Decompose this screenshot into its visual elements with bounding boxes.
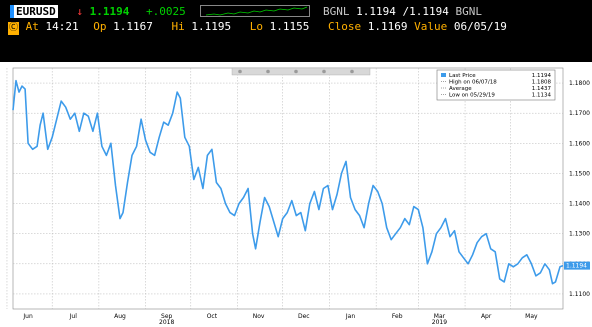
legend-value: 1.1194 [532,73,552,79]
edit-icon [294,69,298,74]
y-tick-label: 1.1700 [569,110,590,117]
price-chart[interactable]: 1.18001.17001.16001.15001.14001.13001.12… [0,62,592,327]
series-line-last-price [12,79,564,285]
quote-row-1: EURUSD ↓ 1.1194 +.0025 BGNL 1.1194 /1.11… [0,5,482,18]
last-price-tag [564,261,590,270]
last-price-tag-label: 1.1194 [566,263,587,270]
legend-value: 1.1134 [532,93,552,99]
chart-toolbar [231,67,371,76]
quote-header: EURUSD ↓ 1.1194 +.0025 BGNL 1.1194 /1.11… [0,0,592,62]
quote-source-2: BGNL [455,5,482,18]
high-value: 1.1195 [191,20,232,33]
x-tick-label: May [525,313,538,320]
high-label: Hi [171,20,185,33]
low-value: 1.1155 [269,20,310,33]
legend-label: Last Price [449,73,476,79]
x-tick-label: Aug [114,313,126,320]
x-tick-label: Nov [253,313,265,320]
y-tick-label: 1.1800 [569,80,590,87]
intraday-sparkline [200,5,311,17]
ticker-accent-bar [10,5,14,18]
x-tick-label: Jan [345,313,355,320]
y-tick-label: 1.1500 [569,170,590,177]
command-icon[interactable]: Ⓒ [8,22,20,35]
open-label: Op [93,20,107,33]
ticker-symbol[interactable]: EURUSD [14,5,58,18]
down-arrow-icon: ↓ [76,5,83,18]
value-date: 06/05/19 [453,20,507,33]
low-label: Lo [249,20,264,33]
x-year-label: 2019 [432,319,447,326]
at-time: 14:21 [45,20,79,33]
x-year-label: 2018 [159,319,174,326]
x-tick-label: Mar [434,313,446,320]
legend-value: 1.1437 [532,86,552,92]
close-label: Close [328,20,362,33]
quote-row-2: Ⓒ At 14:21 Op 1.1167 Hi 1.1195 Lo 1.1155… [0,20,507,35]
at-label: At [25,20,39,33]
net-change: +.0025 [146,5,186,18]
search-icon [350,69,354,74]
zoom-icon [238,69,242,74]
plot-area [12,67,564,310]
news-icon [322,69,326,74]
legend-swatch [441,73,446,77]
legend-label: Low on 05/29/19 [449,93,495,99]
y-tick-label: 1.1100 [569,291,590,298]
value-label: Value [414,20,448,33]
x-tick-label: Jul [69,313,78,320]
x-tick-label: Dec [298,313,310,320]
last-price: 1.1194 [89,5,130,18]
quote-source: BGNL [323,5,350,18]
x-tick-label: Sep [161,313,173,320]
sparkline-line [206,6,308,16]
open-value: 1.1167 [113,20,153,33]
legend-value: 1.1808 [532,80,552,86]
x-tick-label: Oct [207,313,218,320]
y-tick-label: 1.1400 [569,201,590,208]
legend-box [436,69,556,101]
y-tick-label: 1.1600 [569,140,590,147]
x-tick-label: Jun [22,313,33,320]
x-tick-label: Feb [392,313,403,320]
pan-icon [266,69,270,74]
legend-label: Average [449,86,472,92]
x-tick-label: Apr [481,313,492,320]
close-value: 1.1169 [367,20,408,33]
bid-ask: 1.1194 /1.1194 [356,5,449,18]
y-tick-label: 1.1300 [569,231,590,238]
legend-label: High on 06/07/18 [449,80,497,86]
